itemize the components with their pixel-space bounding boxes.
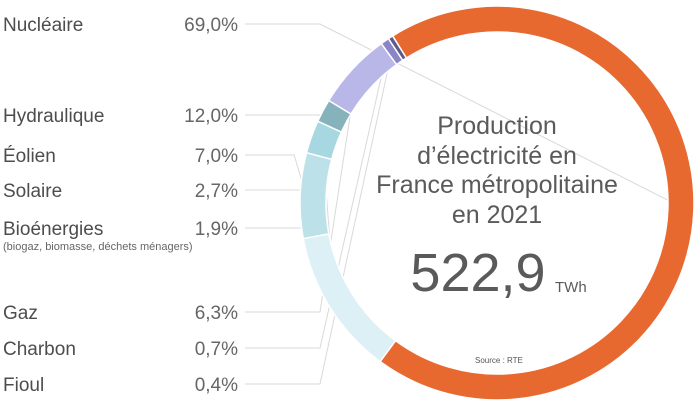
sublabel-bioenergies: (biogaz, biomasse, déchets ménagers) [3,241,193,253]
leader-gaz [245,73,358,313]
leader-nucleaire [245,23,689,211]
slice-gaz [327,42,398,116]
center-title-line-4: en 2021 [452,201,542,229]
label-fioul: Fioul [3,375,44,396]
label-charbon: Charbon [3,339,76,360]
label-bioenergies: Bioénergies [3,219,103,240]
center-title-line-3: France métropolitaine [376,171,618,199]
slice-eolien [299,151,333,240]
value-solaire: 2,7% [195,181,238,202]
value-fioul: 0,4% [195,375,238,396]
total-value: 522,9 [410,243,545,303]
label-eolien: Éolien [3,146,56,167]
label-hydraulique: Hydraulique [3,106,104,127]
category-labels: Nucléaire 69,0% Hydraulique 12,0% Éolien 7,0%… [3,15,238,396]
label-nucleaire: Nucléaire [3,15,83,36]
value-bioenergies: 1,9% [195,219,238,240]
value-hydraulique: 12,0% [184,106,238,127]
value-gaz: 6,3% [195,303,238,324]
total-unit: TWh [555,279,587,296]
value-charbon: 0,7% [195,339,238,360]
value-nucleaire: 69,0% [184,15,238,36]
value-eolien: 7,0% [195,146,238,167]
slice-hydraulique [302,232,397,363]
label-gaz: Gaz [3,303,38,324]
label-solaire: Solaire [3,181,62,202]
slice-fioul [387,34,408,62]
center-title-line-1: Production [437,112,557,140]
donut-slices [299,5,695,401]
slice-nucleaire [379,5,695,401]
source-note: Source : RTE [475,356,523,365]
leader-charbon [245,45,389,349]
leader-fioul [245,42,395,385]
center-title-line-2: d’électricité en [417,142,577,170]
